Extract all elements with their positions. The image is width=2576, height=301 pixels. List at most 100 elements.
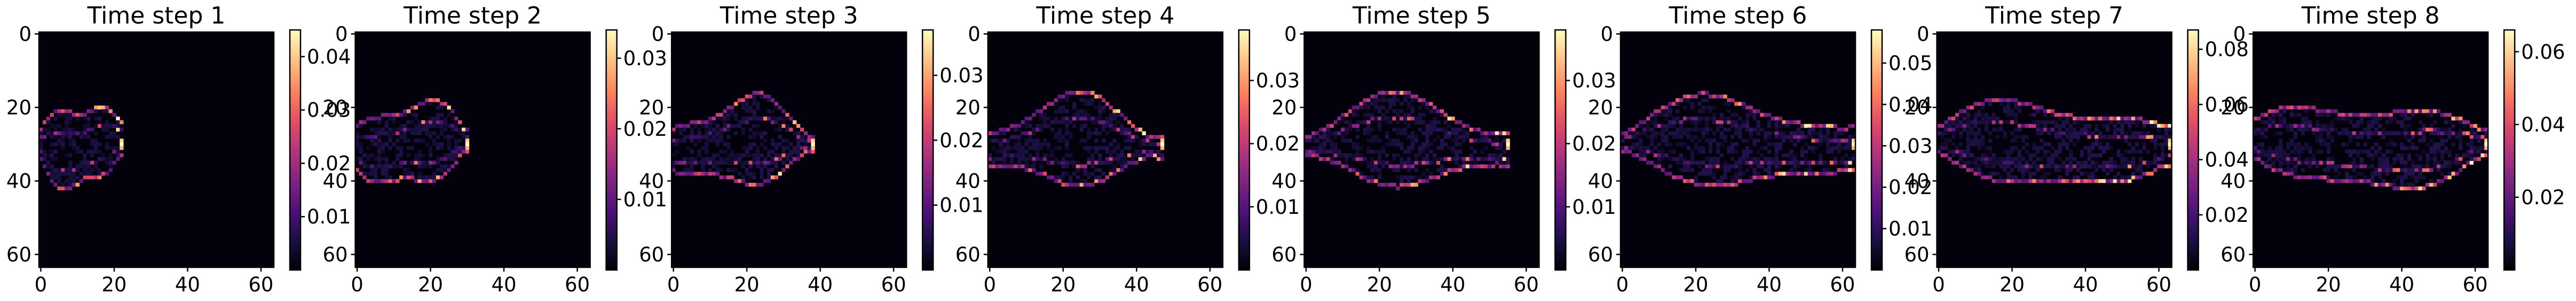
heatmap-cell [1392,127,1396,132]
heatmap-cell [2326,146,2330,150]
heatmap-cell [2058,127,2062,132]
heatmap-cell [2345,117,2349,121]
heatmap-cell [2359,150,2364,154]
heatmap-cell [1091,131,1095,135]
heatmap-cell [1421,150,1426,154]
heatmap-cell [1473,150,1477,154]
heatmap-cell [2407,172,2412,176]
heatmap-cell [756,91,760,95]
heatmap-cell [2316,138,2320,143]
heatmap-cell [682,124,687,128]
heatmap-cell [686,172,690,176]
heatmap-cell [1400,91,1404,95]
heatmap-cell [2322,138,2327,143]
heatmap-cell [2359,172,2364,176]
heatmap-cell [1050,175,1054,180]
heatmap-frame [670,31,907,268]
heatmap-cell [1940,131,1945,135]
heatmap-cell [2072,131,2077,135]
heatmap-cell [72,168,76,172]
y-tick-label: 60 [1588,243,1613,266]
heatmap-cell [2330,124,2334,128]
heatmap-cell [2013,179,2018,183]
heatmap-cell [2404,175,2408,180]
heatmap-cell [2297,113,2301,117]
heatmap-cell [1719,94,1724,99]
heatmap-cell [443,135,447,139]
heatmap-cell [2377,113,2382,117]
heatmap-cell [2069,160,2073,165]
heatmap-cell [811,135,815,139]
heatmap-cell [1400,179,1404,183]
heatmap-cell [1388,91,1393,95]
heatmap-cell [1134,135,1139,139]
heatmap-cell [2319,175,2324,180]
heatmap-cell [1734,164,1739,168]
heatmap-cell [1837,138,1841,143]
heatmap-cell [1010,124,1014,128]
heatmap-cell [75,113,80,117]
heatmap-cell [2400,142,2404,146]
heatmap-cell [72,146,76,150]
heatmap-cell [79,150,83,154]
heatmap-cell [1992,98,1996,103]
heatmap-cell [1134,153,1139,158]
heatmap-cell [2436,179,2441,183]
heatmap-cell [83,117,87,121]
heatmap-cell [723,150,727,154]
heatmap-cell [1955,146,1959,150]
heatmap-cell [2334,127,2338,132]
heatmap-cell [2312,131,2316,135]
heatmap-cell [1734,120,1739,125]
heatmap-cell [2377,146,2382,150]
heatmap-cell [1440,157,1444,161]
heatmap-cell [2157,135,2161,139]
heatmap-cell [2316,120,2320,125]
heatmap-cell [377,153,382,158]
heatmap-cell [94,131,98,135]
heatmap-cell [402,175,407,180]
heatmap-cell [1734,113,1739,117]
heatmap-cell [2253,127,2257,132]
heatmap-cell [432,120,437,125]
heatmap-cell [2264,153,2269,158]
heatmap-cell [1944,120,1948,125]
heatmap-cell [1091,91,1095,95]
heatmap-cell [1116,168,1120,172]
heatmap-cell [2316,113,2320,117]
heatmap-cell [2422,186,2426,191]
heatmap-cell [2377,168,2382,172]
heatmap-cell [1311,153,1316,158]
heatmap-cell [2050,153,2055,158]
heatmap-cell [785,117,789,121]
heatmap-cell [686,124,690,128]
heatmap-cell [1425,102,1429,106]
heatmap-cell [1076,160,1080,165]
y-tick-label: 20 [955,96,981,119]
heatmap-cell [2301,124,2305,128]
heatmap-cell [1690,105,1694,110]
heatmap-cell [796,131,801,135]
heatmap-cell [105,127,109,132]
heatmap-cell [1087,131,1091,135]
colorbar-tick-label: 0.04 [307,45,351,68]
heatmap-cell [2363,179,2367,183]
heatmap-cell [402,138,407,143]
heatmap-cell [1061,160,1065,165]
heatmap-cell [359,146,363,150]
heatmap-cell [2289,124,2294,128]
heatmap-cell [1421,146,1426,150]
heatmap-cell [79,172,83,176]
heatmap-cell [2267,150,2272,154]
heatmap-cell [2400,168,2404,172]
heatmap-cell [730,150,734,154]
heatmap-cell [2477,135,2481,139]
heatmap-cell [46,153,51,158]
heatmap-cell [1686,146,1691,150]
heatmap-cell [355,168,359,172]
heatmap-cell [1308,135,1312,139]
heatmap-cell [465,150,470,154]
heatmap-cell [1966,105,1970,110]
heatmap-cell [2050,113,2055,117]
